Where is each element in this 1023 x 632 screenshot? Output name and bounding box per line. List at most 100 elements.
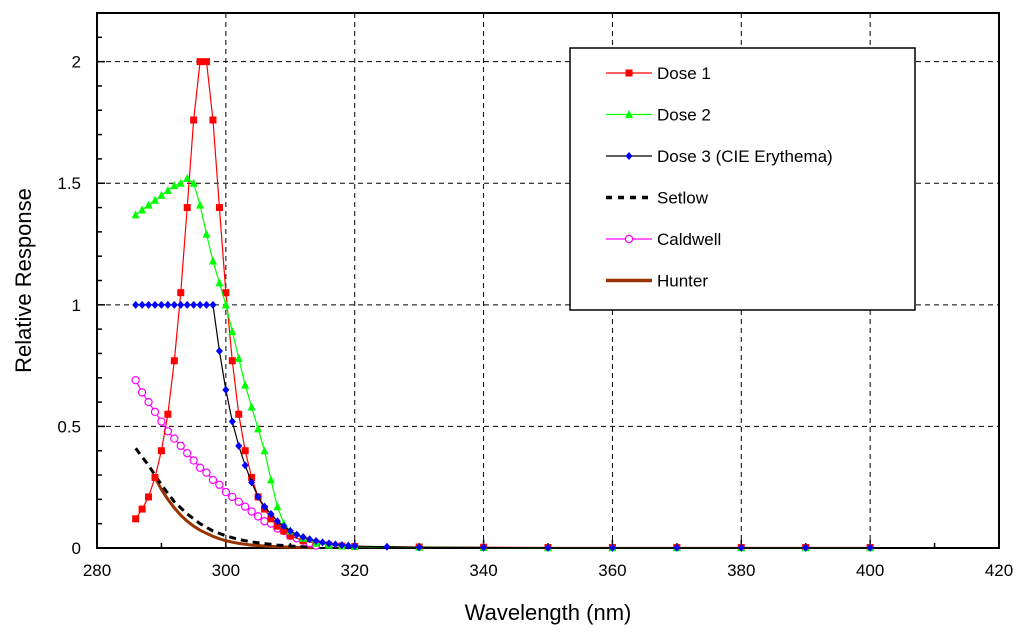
data-point-dose-3-cie-erythema bbox=[196, 300, 204, 309]
data-point-dose-2 bbox=[254, 424, 263, 433]
data-point-caldwell bbox=[157, 417, 166, 426]
legend-label: Setlow bbox=[657, 189, 709, 208]
data-point-dose-3-cie-erythema bbox=[608, 543, 616, 552]
data-point-dose-1 bbox=[235, 410, 243, 418]
data-point-dose-1 bbox=[203, 58, 211, 66]
data-point-dose-2 bbox=[150, 195, 159, 204]
legend-label: Caldwell bbox=[657, 230, 721, 249]
data-point-dose-2 bbox=[273, 502, 282, 511]
legend-item-dose-3-cie-erythema: Dose 3 (CIE Erythema) bbox=[606, 147, 833, 166]
series-line-hunter bbox=[153, 476, 317, 550]
data-point-dose-3-cie-erythema bbox=[325, 539, 333, 548]
data-point-caldwell bbox=[182, 448, 192, 458]
data-point-dose-3-cie-erythema bbox=[157, 300, 165, 309]
x-tick-label: 280 bbox=[83, 561, 111, 580]
series-line-setlow bbox=[134, 447, 317, 549]
data-point-dose-1 bbox=[241, 447, 249, 455]
series-setlow bbox=[134, 447, 317, 549]
data-point-dose-3-cie-erythema bbox=[306, 535, 314, 544]
data-point-caldwell bbox=[202, 468, 211, 477]
data-point-dose-3-cie-erythema bbox=[241, 461, 249, 470]
data-point-dose-3-cie-erythema bbox=[254, 492, 262, 501]
data-point-dose-2 bbox=[157, 190, 166, 199]
data-point-dose-3-cie-erythema bbox=[132, 300, 140, 309]
data-point-dose-3-cie-erythema bbox=[544, 543, 552, 552]
data-point-dose-3-cie-erythema bbox=[203, 300, 211, 309]
data-point-dose-2 bbox=[183, 173, 192, 182]
series-layer bbox=[131, 58, 875, 552]
data-point-caldwell bbox=[137, 388, 147, 397]
data-point-dose-3-cie-erythema bbox=[351, 542, 359, 551]
data-point-caldwell bbox=[150, 407, 160, 417]
data-point-dose-3-cie-erythema bbox=[190, 300, 198, 309]
data-point-dose-1 bbox=[228, 357, 236, 365]
legend-swatch-marker bbox=[625, 152, 633, 160]
x-tick-label: 340 bbox=[469, 561, 497, 580]
data-point-dose-1 bbox=[286, 532, 294, 540]
y-tick-label: 1 bbox=[72, 296, 81, 315]
data-point-dose-1 bbox=[280, 527, 288, 535]
data-point-dose-1 bbox=[183, 204, 191, 212]
legend-label: Dose 2 bbox=[657, 106, 711, 125]
data-point-caldwell bbox=[189, 456, 198, 465]
data-point-dose-2 bbox=[176, 178, 185, 187]
data-point-dose-3-cie-erythema bbox=[145, 300, 153, 309]
data-point-dose-1 bbox=[164, 410, 172, 418]
data-point-dose-2 bbox=[138, 205, 147, 214]
data-point-caldwell bbox=[215, 480, 224, 489]
x-tick-label: 360 bbox=[598, 561, 626, 580]
data-point-dose-3-cie-erythema bbox=[293, 530, 301, 539]
data-point-dose-2 bbox=[247, 402, 256, 411]
data-point-dose-3-cie-erythema bbox=[267, 509, 275, 518]
data-point-dose-3-cie-erythema bbox=[866, 543, 874, 552]
x-tick-label: 300 bbox=[212, 561, 240, 580]
data-point-dose-2 bbox=[260, 446, 269, 455]
legend-item-dose-1: Dose 1 bbox=[606, 64, 711, 83]
data-point-dose-2 bbox=[163, 186, 172, 195]
y-tick-label: 0 bbox=[72, 539, 81, 558]
data-point-dose-3-cie-erythema bbox=[319, 538, 326, 547]
axis-tick-labels: 280 300 320 340 360 380 400 420 0 0.5 1 1.5 2 bbox=[57, 53, 1013, 580]
data-point-dose-3-cie-erythema bbox=[164, 300, 172, 309]
data-point-dose-3-cie-erythema bbox=[338, 541, 346, 550]
y-tick-label: 2 bbox=[72, 53, 81, 72]
data-point-dose-2 bbox=[144, 200, 153, 209]
data-point-caldwell bbox=[234, 497, 243, 506]
legend-label: Dose 3 (CIE Erythema) bbox=[657, 147, 833, 166]
data-point-dose-3-cie-erythema bbox=[151, 300, 159, 309]
legend: Dose 1 Dose 2 Dose 3 (CIE Erythema) Setlow C… bbox=[569, 47, 916, 311]
data-point-caldwell bbox=[240, 502, 250, 511]
y-axis-title: Relative Response bbox=[11, 188, 36, 373]
legend-item-setlow: Setlow bbox=[606, 189, 709, 208]
data-point-dose-2 bbox=[266, 475, 275, 484]
data-point-dose-3-cie-erythema bbox=[183, 300, 191, 309]
data-point-dose-2 bbox=[228, 327, 237, 336]
data-point-dose-3-cie-erythema bbox=[383, 542, 391, 551]
data-point-dose-1 bbox=[209, 116, 217, 124]
legend-swatch-marker bbox=[624, 234, 634, 244]
data-point-caldwell bbox=[228, 492, 237, 502]
data-point-dose-3-cie-erythema bbox=[415, 543, 423, 552]
series-dose-3-cie-erythema bbox=[132, 300, 874, 552]
data-point-dose-3-cie-erythema bbox=[802, 543, 810, 552]
y-tick-label: 0.5 bbox=[57, 417, 81, 436]
data-point-dose-2 bbox=[221, 300, 230, 309]
data-point-dose-1 bbox=[170, 357, 178, 365]
data-point-dose-3-cie-erythema bbox=[228, 417, 236, 426]
legend-item-caldwell: Caldwell bbox=[606, 230, 721, 249]
x-tick-label: 320 bbox=[341, 561, 369, 580]
data-point-dose-3-cie-erythema bbox=[299, 533, 307, 542]
data-point-dose-3-cie-erythema bbox=[138, 300, 146, 309]
data-point-caldwell bbox=[144, 397, 153, 407]
data-point-dose-1 bbox=[267, 515, 275, 523]
data-point-dose-2 bbox=[170, 181, 179, 190]
data-point-dose-3-cie-erythema bbox=[344, 541, 352, 550]
data-point-dose-1 bbox=[145, 493, 153, 501]
data-point-dose-3-cie-erythema bbox=[248, 478, 256, 487]
data-point-dose-1 bbox=[273, 522, 281, 530]
data-point-dose-3-cie-erythema bbox=[312, 536, 320, 545]
data-point-caldwell bbox=[131, 376, 140, 385]
legend-swatch-marker bbox=[625, 69, 633, 77]
data-point-caldwell bbox=[221, 487, 231, 497]
